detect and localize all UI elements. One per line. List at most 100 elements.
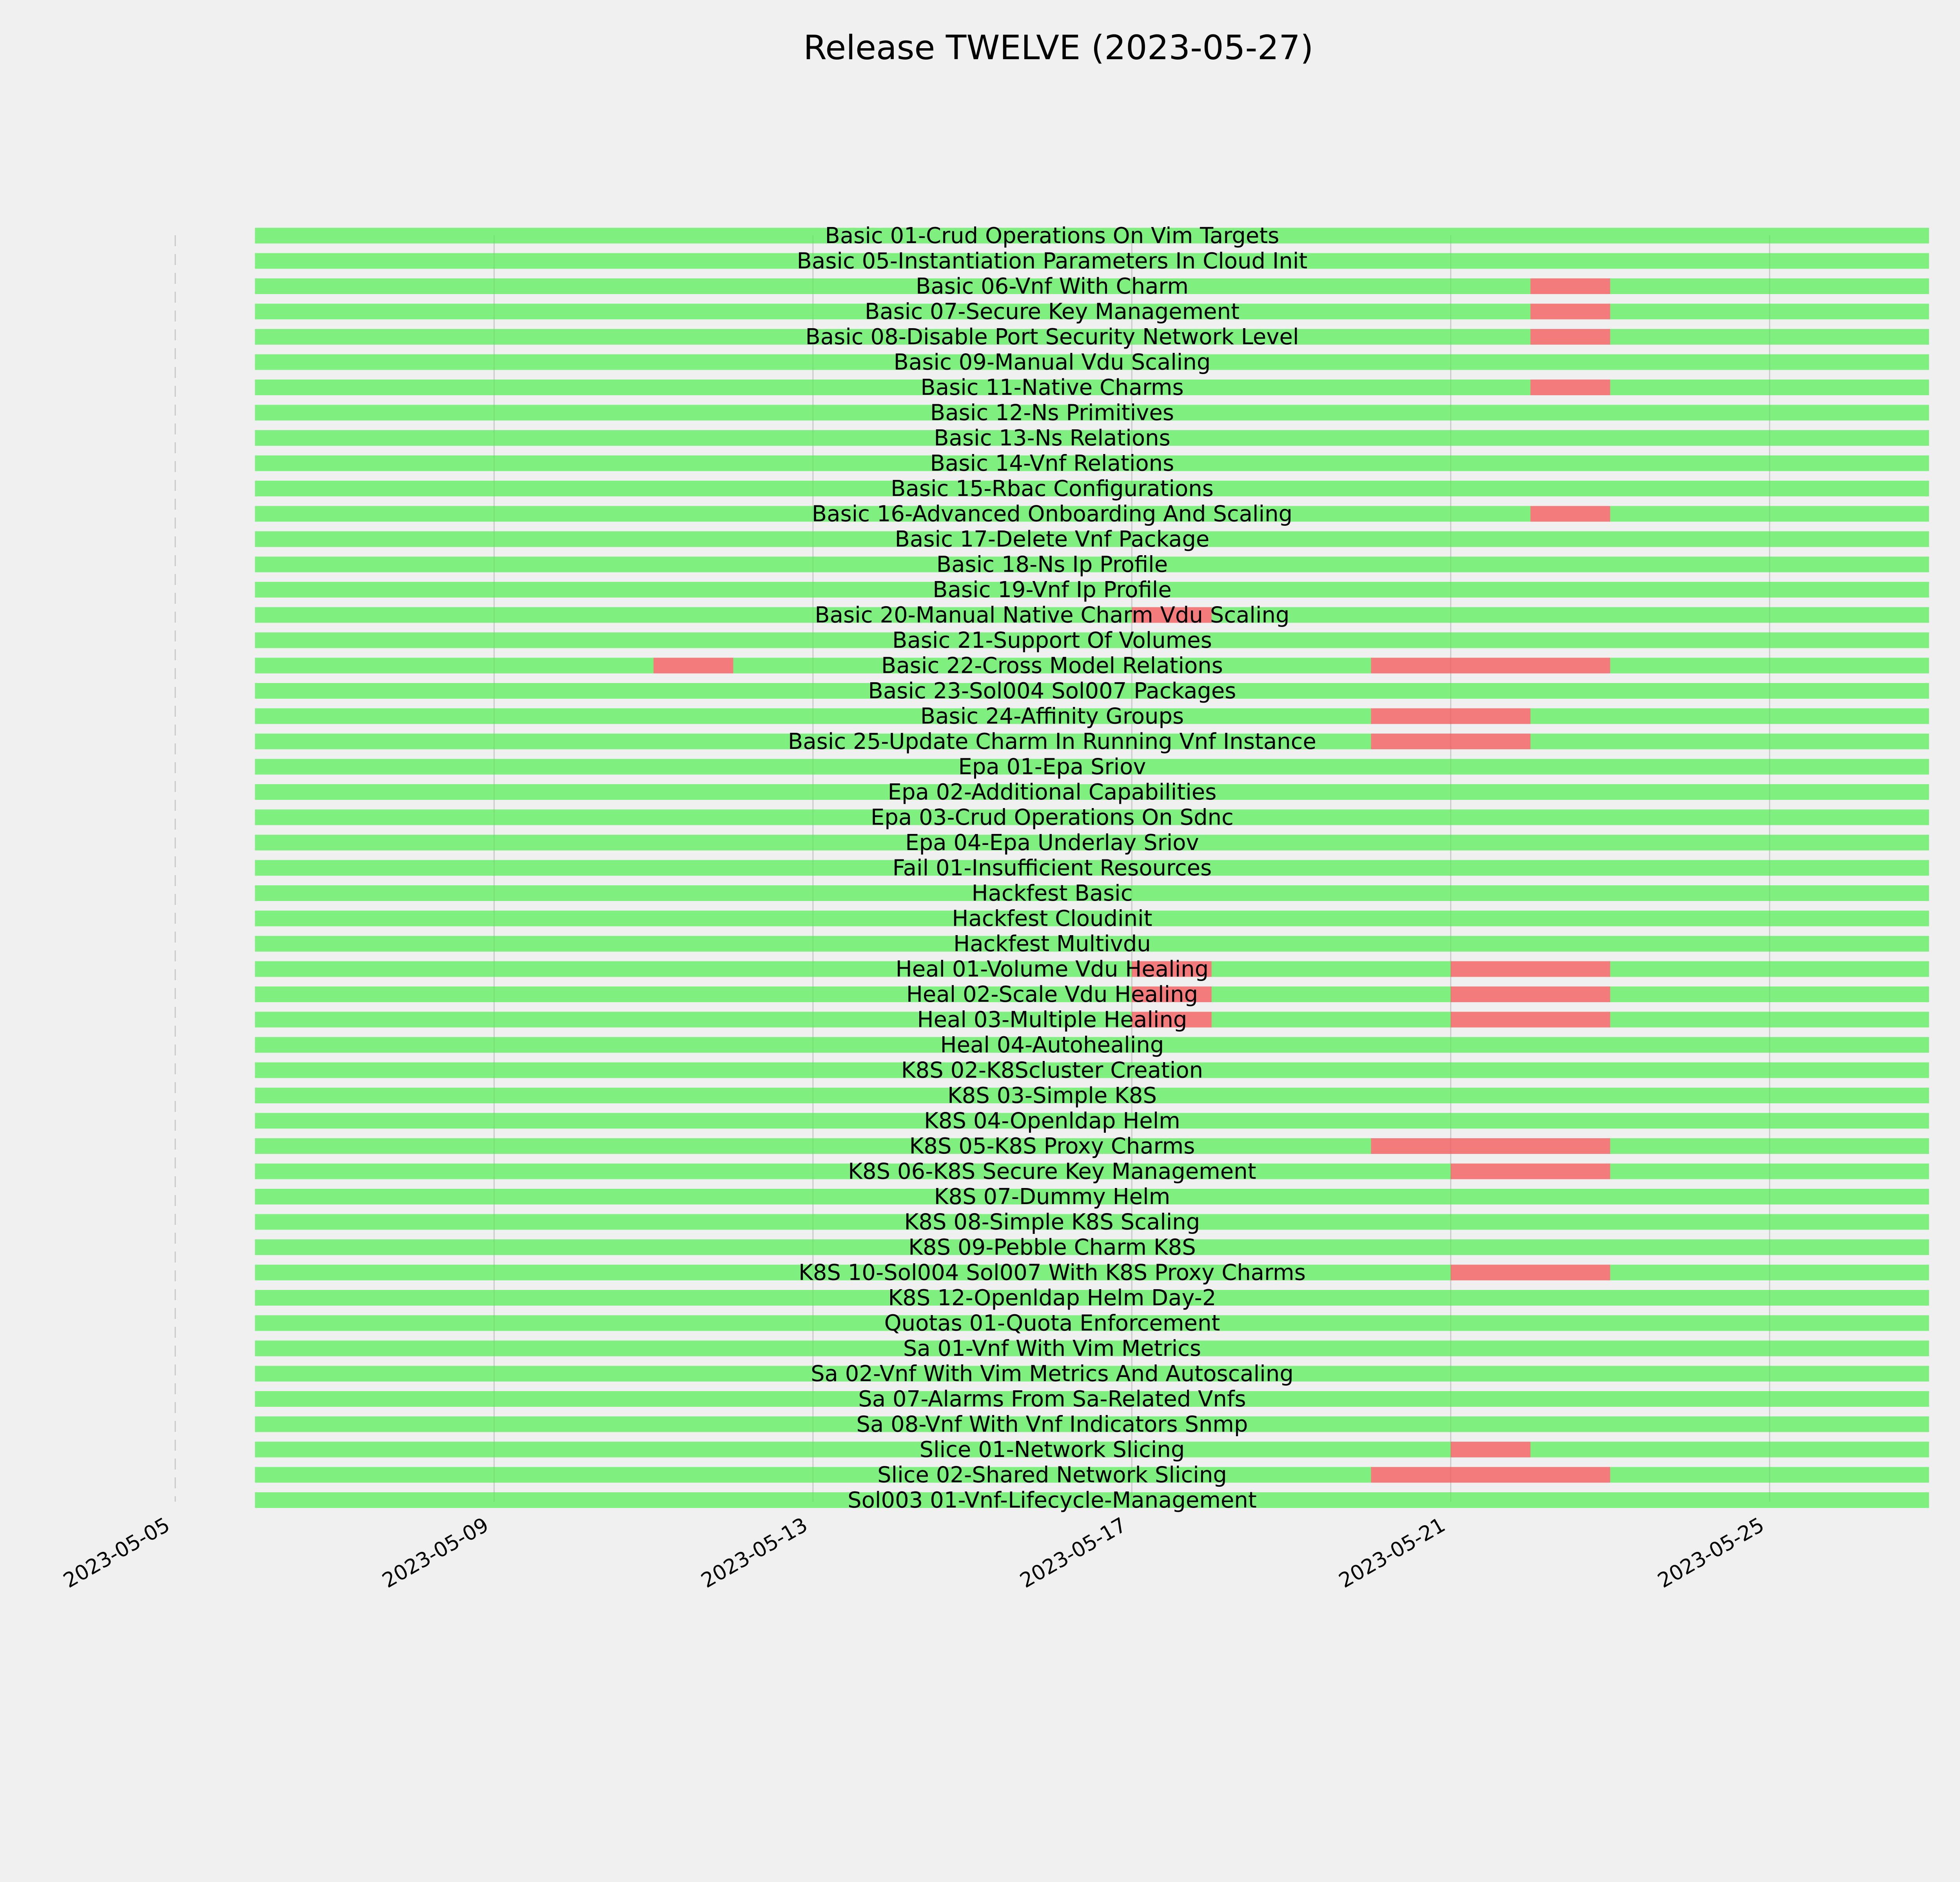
row-label: Hackfest Basic [971,881,1132,906]
pass-bar [255,582,1929,598]
pass-bar [255,759,1929,775]
row-label: Basic 23-Sol004 Sol007 Packages [868,678,1236,704]
row-label: Hackfest Multivdu [953,931,1151,957]
fail-bar [1450,986,1610,1002]
pass-bar [255,961,1929,977]
row-label: Basic 01-Crud Operations On Vim Targets [825,223,1279,249]
pass-bar [255,228,1929,243]
row-label: K8S 10-Sol004 Sol007 With K8S Proxy Char… [799,1260,1306,1286]
x-tick-label: 2023-05-21 [1335,1513,1450,1593]
row-labels: Basic 01-Crud Operations On Vim TargetsB… [493,223,1770,1513]
pass-bar [255,1214,1929,1230]
pass-bar [255,380,1929,395]
row-label: Basic 25-Update Charm In Running Vnf Ins… [788,729,1316,754]
pass-bar [255,910,1929,926]
row-label: Epa 02-Additional Capabilities [888,779,1217,805]
row-label: Hackfest Cloudinit [952,906,1152,932]
pass-bar [255,1113,1929,1129]
fail-bar [1132,961,1212,977]
fail-bar [1371,734,1531,749]
row-label: K8S 03-Simple K8S [947,1083,1157,1108]
pass-bar [255,354,1929,370]
row-label: Heal 02-Scale Vdu Healing [906,982,1198,1007]
pass-bar [255,1416,1929,1432]
pass-bar [255,253,1929,269]
fail-bar [1450,1442,1531,1457]
pass-bar [255,1315,1929,1331]
row-label: Sa 02-Vnf With Vim Metrics And Autoscali… [811,1361,1294,1387]
fail-bar [1530,329,1610,345]
pass-bar [255,1088,1929,1103]
row-label: K8S 12-Openldap Helm Day-2 [888,1285,1216,1311]
pass-bar [255,455,1929,471]
pass-bar [255,1341,1929,1356]
pass-bar [255,1467,1929,1483]
fail-bar [1530,278,1610,294]
row-label: Sa 01-Vnf With Vim Metrics [903,1336,1201,1361]
pass-bar [255,885,1929,901]
pass-bar [255,531,1929,547]
pass-bar [255,1163,1929,1179]
pass-bar [255,683,1929,699]
fail-bar [1371,1138,1610,1154]
row-label: Basic 08-Disable Port Security Network L… [805,324,1299,350]
pass-bar [255,1366,1929,1382]
pass-bar [255,481,1929,496]
row-label: Basic 07-Secure Key Management [865,299,1240,325]
fail-bar [1132,986,1212,1002]
x-tick-label: 2023-05-09 [378,1513,493,1593]
row-label: Basic 16-Advanced Onboarding And Scaling [812,501,1292,527]
fail-bar [1530,380,1610,395]
row-label: Basic 12-Ns Primitives [930,400,1174,426]
pass-bar [255,658,1929,674]
row-label: Epa 01-Epa Sriov [958,754,1146,780]
fail-bar [1450,961,1610,977]
row-label: Basic 18-Ns Ip Profile [936,552,1168,578]
pass-bar [255,556,1929,572]
pass-bar [255,1189,1929,1204]
row-label: K8S 08-Simple K8S Scaling [904,1210,1200,1235]
pass-bar [255,986,1929,1002]
row-label: Sa 07-Alarms From Sa-Related Vnfs [858,1386,1246,1412]
row-label: K8S 04-Openldap Helm [924,1108,1180,1134]
pass-bar [255,835,1929,850]
row-label: Slice 02-Shared Network Slicing [877,1462,1227,1488]
row-label: Basic 24-Affinity Groups [920,704,1184,729]
x-tick-label: 2023-05-05 [60,1513,174,1593]
fail-bar [1132,1012,1212,1028]
pass-bar [255,1062,1929,1078]
pass-bar [255,1442,1929,1457]
pass-bar [255,1239,1929,1255]
x-axis-ticks: 2023-05-05 2023-05-09 2023-05-13 2023-05-17… [60,1513,1768,1593]
pass-bar [255,1391,1929,1407]
row-label: Basic 21-Support Of Volumes [892,628,1212,653]
pass-bar [255,632,1929,648]
row-label: Basic 09-Manual Vdu Scaling [894,350,1211,375]
bars [255,228,1929,1508]
pass-bar [255,734,1929,749]
fail-bar [1371,708,1531,724]
row-label: Quotas 01-Quota Enforcement [884,1311,1220,1336]
row-label: Sa 08-Vnf With Vnf Indicators Snmp [856,1412,1248,1437]
pass-bar [255,1264,1929,1281]
x-tick-label: 2023-05-17 [1016,1513,1131,1593]
row-label: Epa 04-Epa Underlay Sriov [905,830,1199,856]
fail-bar [653,658,733,674]
fail-bar [1450,1264,1610,1281]
x-tick-label: 2023-05-25 [1654,1513,1768,1593]
chart-title: Release TWELVE (2023-05-27) [803,28,1314,67]
row-label: Basic 22-Cross Model Relations [881,653,1223,679]
pass-bar [255,860,1929,876]
row-label: Basic 05-Instantiation Parameters In Clo… [797,249,1308,274]
fail-bar [1450,1012,1610,1028]
fail-bar [1132,607,1212,623]
fail-bar [1530,303,1610,320]
row-label: K8S 02-K8Scluster Creation [901,1058,1203,1083]
pass-bar [255,1012,1929,1028]
fail-bar [1450,1163,1610,1179]
pass-bar [255,1138,1929,1154]
pass-bar [255,1037,1929,1053]
fail-bar [1371,658,1610,674]
